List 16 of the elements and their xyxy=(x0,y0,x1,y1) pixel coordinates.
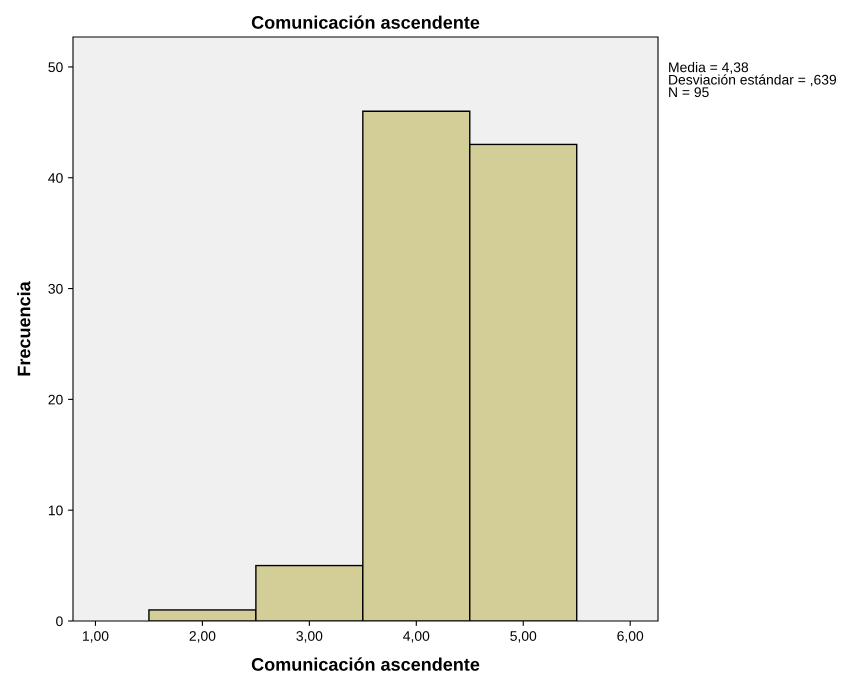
y-axis-title: Frecuencia xyxy=(17,281,30,376)
x-tick-label: 4,00 xyxy=(403,631,430,643)
y-tick-label: 40 xyxy=(48,173,63,183)
y-tick-label: 30 xyxy=(48,284,63,294)
y-tick-label: 50 xyxy=(48,62,63,72)
x-tick-label: 2,00 xyxy=(190,631,216,643)
x-tick-label: 6,00 xyxy=(617,631,644,643)
y-tick-label: 20 xyxy=(48,394,63,405)
y-tick-label: 0 xyxy=(56,616,63,626)
text: Media = 4,38 Desviación estándar = ,639 N = 95 xyxy=(669,62,836,98)
x-tick-label: 5,00 xyxy=(510,631,536,643)
x-axis-title: Comunicación ascendente xyxy=(252,657,480,671)
x-tick-label: 1,00 xyxy=(83,631,108,643)
y-tick-label: 10 xyxy=(48,506,63,516)
x-tick-label: 3,00 xyxy=(296,631,322,643)
chart-title: Comunicación ascendente xyxy=(252,15,480,29)
